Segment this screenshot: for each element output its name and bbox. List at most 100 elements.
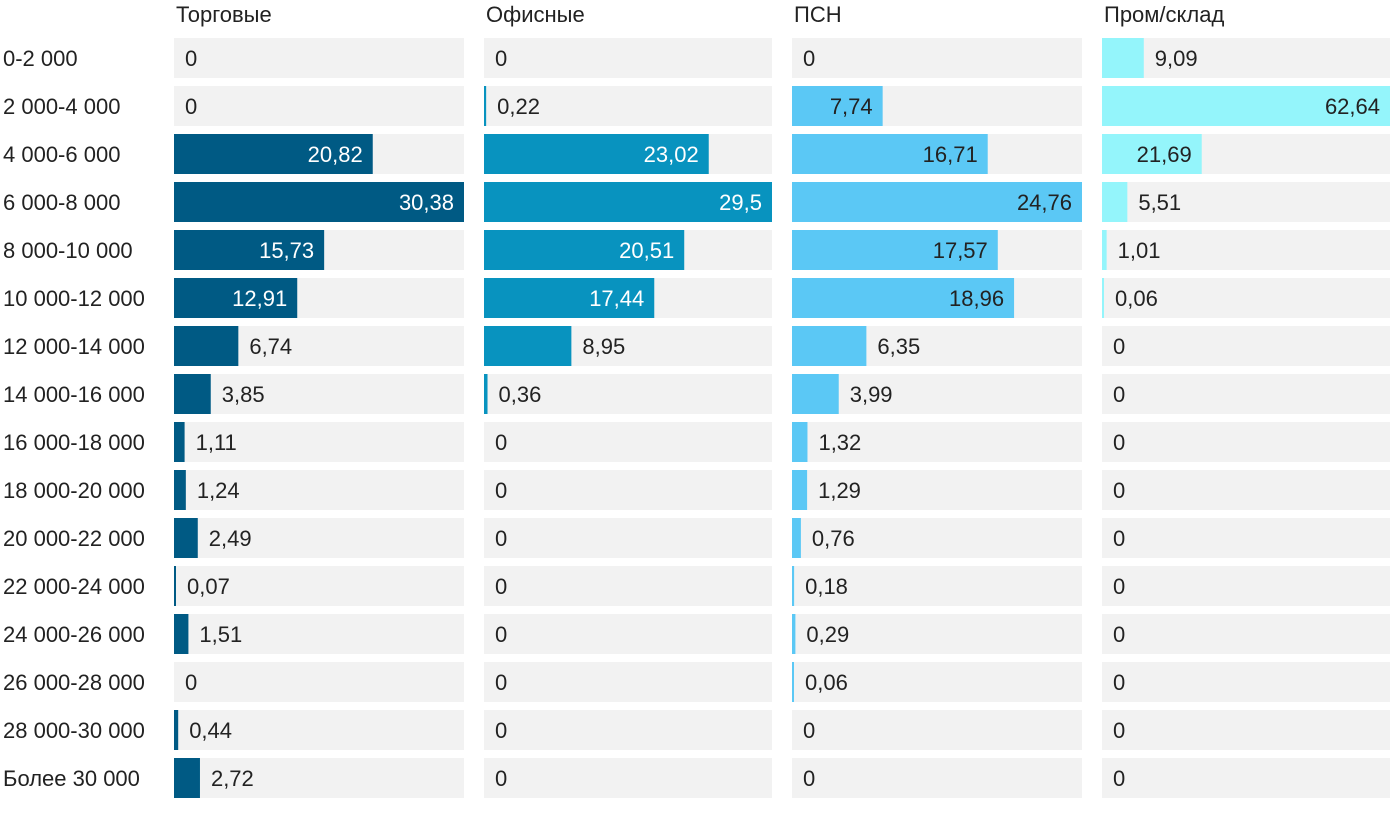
bar (1102, 182, 1128, 222)
data-label: 0 (1113, 478, 1125, 503)
category-label: 20 000-22 000 (3, 526, 145, 551)
bar (484, 230, 685, 270)
bar-track (1102, 278, 1390, 318)
bar (174, 710, 179, 750)
category-label: 4 000-6 000 (3, 142, 120, 167)
data-label: 6,74 (249, 334, 292, 359)
bar (484, 86, 487, 126)
bar-track (174, 758, 464, 798)
data-label: 17,57 (933, 238, 988, 263)
data-label: 1,01 (1118, 238, 1161, 263)
category-label: 2 000-4 000 (3, 94, 120, 119)
bar (1102, 86, 1390, 126)
column-title: Торговые (176, 2, 272, 27)
data-label: 62,64 (1325, 94, 1380, 119)
data-label: 0 (495, 574, 507, 599)
data-label: 3,99 (850, 382, 893, 407)
data-label: 0,76 (812, 526, 855, 551)
data-label: 16,71 (923, 142, 978, 167)
bar (792, 86, 883, 126)
bar (174, 374, 211, 414)
category-label: 18 000-20 000 (3, 478, 145, 503)
bar-track (484, 470, 772, 510)
bar (792, 470, 808, 510)
data-label: 0,06 (805, 670, 848, 695)
data-label: 0 (495, 670, 507, 695)
data-label: 0 (1113, 670, 1125, 695)
bar (1102, 230, 1107, 270)
bar (792, 278, 1015, 318)
data-label: 1,51 (199, 622, 242, 647)
bar (174, 518, 198, 558)
bar-track (792, 38, 1082, 78)
category-label: 28 000-30 000 (3, 718, 145, 743)
bar-track (792, 710, 1082, 750)
bar (174, 182, 464, 222)
category-label: 24 000-26 000 (3, 622, 145, 647)
column-title: Офисные (486, 2, 585, 27)
bar (484, 374, 488, 414)
data-label: 30,38 (399, 190, 454, 215)
bar-track (1102, 38, 1390, 78)
bar-track (174, 614, 464, 654)
category-label: Более 30 000 (3, 766, 140, 791)
data-label: 6,35 (877, 334, 920, 359)
data-label: 24,76 (1017, 190, 1072, 215)
data-label: 1,11 (196, 430, 237, 455)
bar-track (1102, 518, 1390, 558)
data-label: 0 (495, 478, 507, 503)
bar (174, 134, 373, 174)
bar (1102, 278, 1104, 318)
bar (174, 566, 176, 606)
column-title: ПСН (794, 2, 842, 27)
data-label: 21,69 (1137, 142, 1192, 167)
data-label: 2,49 (209, 526, 252, 551)
bar (1102, 38, 1144, 78)
bar (792, 230, 998, 270)
data-label: 1,29 (818, 478, 861, 503)
category-label: 6 000-8 000 (3, 190, 120, 215)
bar-track (792, 374, 1082, 414)
bar-track (484, 38, 772, 78)
bar-track (484, 422, 772, 462)
data-label: 0 (1113, 718, 1125, 743)
bar (792, 614, 796, 654)
bar (174, 326, 239, 366)
bar (174, 758, 200, 798)
data-label: 0 (495, 766, 507, 791)
data-label: 0 (1113, 334, 1125, 359)
category-label: 0-2 000 (3, 46, 78, 71)
bar (792, 566, 795, 606)
bar-track (792, 422, 1082, 462)
bar-track (484, 614, 772, 654)
data-label: 0 (185, 46, 197, 71)
data-label: 8,95 (582, 334, 625, 359)
bar (174, 230, 325, 270)
data-label: 0 (803, 766, 815, 791)
column-title: Пром/склад (1104, 2, 1224, 27)
bar-track (1102, 422, 1390, 462)
bar-track (1102, 230, 1390, 270)
bar (484, 134, 709, 174)
bar (792, 374, 839, 414)
bar (792, 326, 867, 366)
bar-track (792, 518, 1082, 558)
bar (174, 470, 186, 510)
data-label: 15,73 (259, 238, 314, 263)
bar-track (1102, 326, 1390, 366)
data-label: 0 (495, 46, 507, 71)
data-label: 1,32 (818, 430, 861, 455)
bar-track (1102, 662, 1390, 702)
bar-track (174, 86, 464, 126)
category-label: 10 000-12 000 (3, 286, 145, 311)
bar-track (484, 662, 772, 702)
data-label: 0 (803, 46, 815, 71)
bar-track (792, 614, 1082, 654)
bar (792, 518, 801, 558)
bar-track (174, 662, 464, 702)
data-label: 18,96 (949, 286, 1004, 311)
bar-track (1102, 614, 1390, 654)
category-label: 26 000-28 000 (3, 670, 145, 695)
data-label: 3,85 (222, 382, 265, 407)
data-label: 12,91 (232, 286, 287, 311)
